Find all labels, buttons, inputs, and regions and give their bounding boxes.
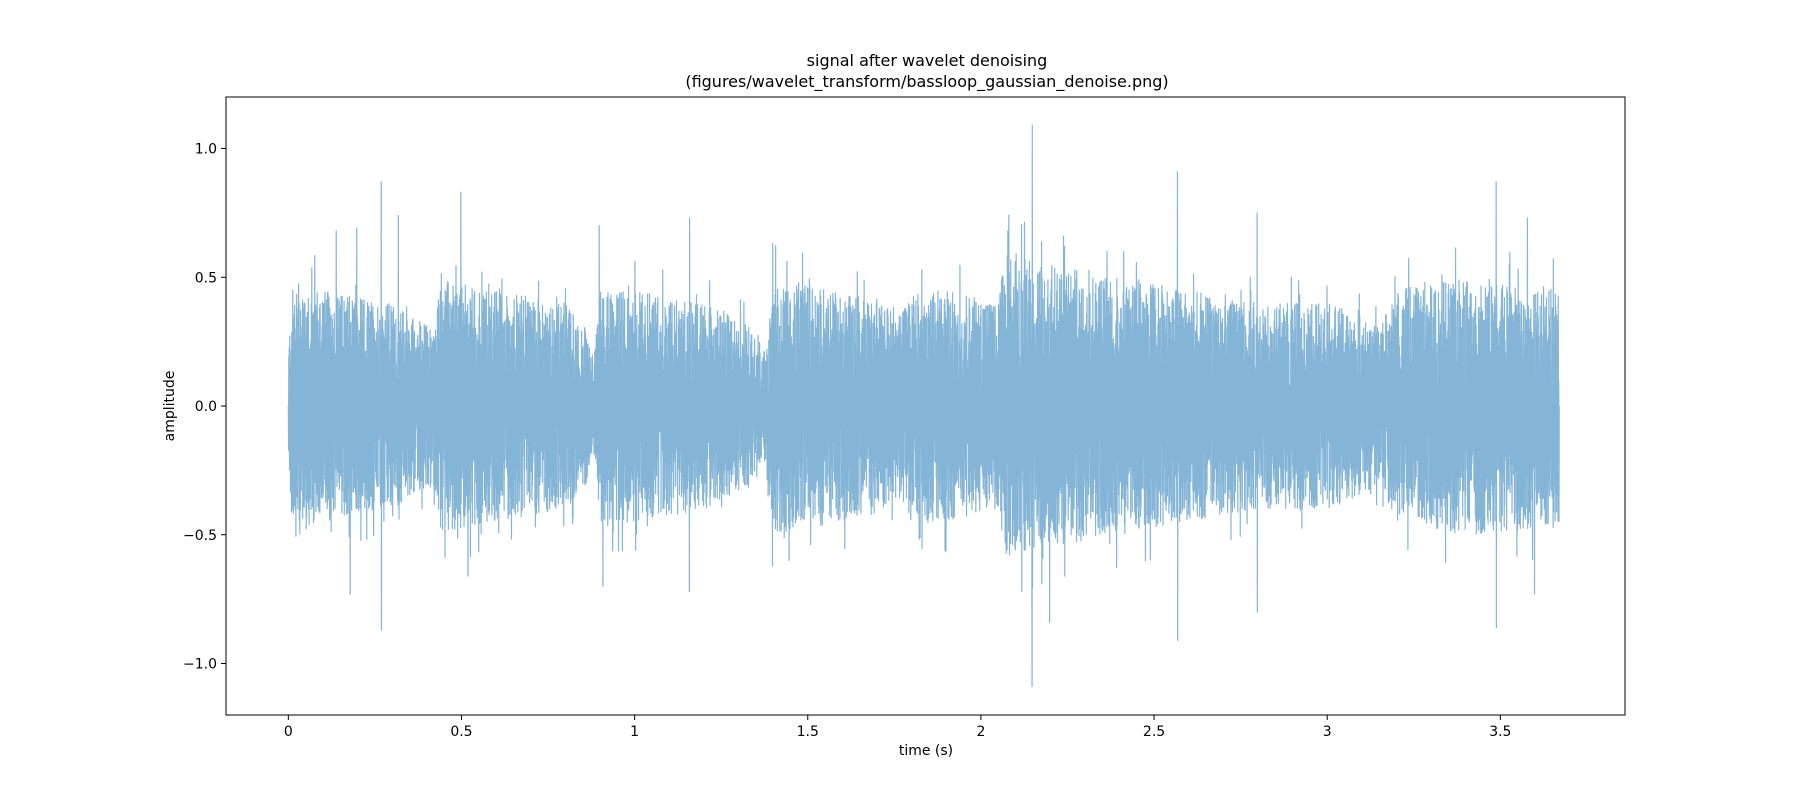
y-tick-label: 0.0	[195, 399, 217, 415]
chart-title: signal after wavelet denoising	[807, 51, 1048, 70]
x-axis: 0 0.5 1 1.5 2 2.5 3 3.5	[284, 715, 1511, 740]
x-tick-label: 2.5	[1143, 724, 1165, 740]
x-tick-label: 2	[976, 724, 985, 740]
chart-subtitle: (figures/wavelet_transform/bassloop_gaus…	[685, 72, 1168, 92]
x-tick-label: 0.5	[450, 724, 472, 740]
x-tick-label: 0	[284, 724, 293, 740]
x-tick-label: 1	[630, 724, 639, 740]
y-tick-label: 0.5	[195, 270, 217, 286]
x-axis-label: time (s)	[899, 743, 953, 759]
plot-area	[225, 96, 1626, 716]
y-axis: −1.0 −0.5 0.0 0.5 1.0	[183, 142, 226, 673]
signal-series	[287, 124, 1560, 688]
y-tick-label: −1.0	[183, 657, 217, 673]
y-tick-label: −0.5	[183, 528, 217, 544]
x-tick-label: 3	[1323, 724, 1332, 740]
y-tick-label: 1.0	[195, 142, 217, 158]
y-axis-label: amplitude	[162, 371, 178, 442]
x-tick-label: 3.5	[1489, 724, 1511, 740]
signal-line	[287, 124, 1560, 688]
x-tick-label: 1.5	[797, 724, 819, 740]
